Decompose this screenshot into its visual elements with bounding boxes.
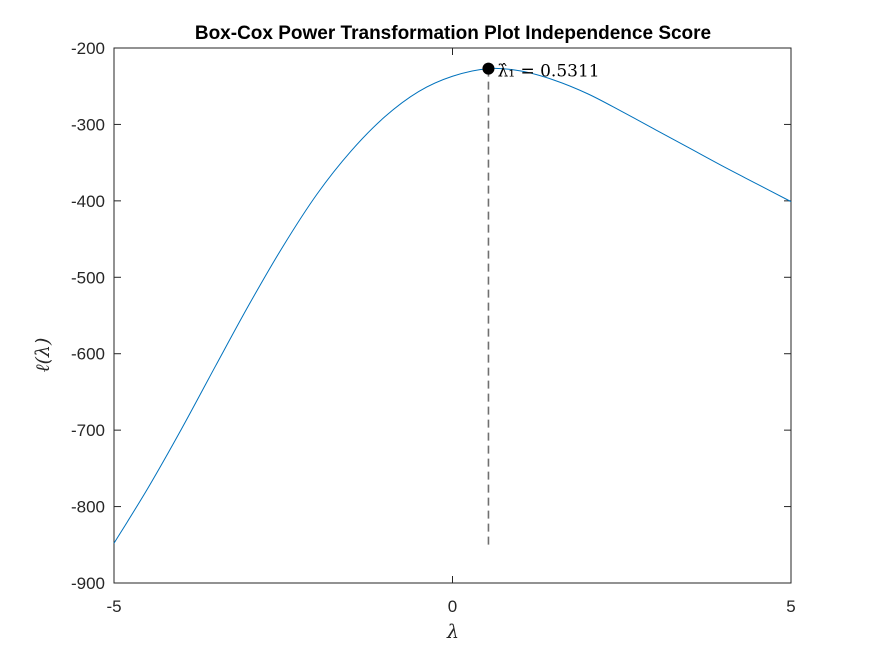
x-tick-label: 0 — [448, 597, 457, 616]
x-tick-label: -5 — [106, 597, 121, 616]
optimum-label: λ̂₁ = 0.5311 — [497, 62, 599, 82]
x-tick-label: 5 — [786, 597, 795, 616]
optimum-point — [482, 62, 495, 75]
y-tick-label: -200 — [71, 39, 105, 58]
log-likelihood-line — [113, 67, 792, 544]
plot-area — [113, 47, 792, 584]
series-marks: λ̂₁ = 0.5311 — [113, 62, 792, 545]
y-axis-label: ℓ(λ) — [32, 338, 54, 373]
y-tick-label: -500 — [71, 268, 105, 287]
x-axis-label: λ — [446, 621, 459, 643]
y-tick-label: -800 — [71, 498, 105, 517]
y-tick-label: -700 — [71, 421, 105, 440]
y-tick-label: -600 — [71, 345, 105, 364]
y-tick-label: -300 — [71, 115, 105, 134]
y-tick-label: -900 — [71, 574, 105, 593]
x-axis: -5 0 5 — [106, 48, 796, 616]
y-axis: -200 -300 -400 -500 -600 -700 -800 -900 — [71, 39, 791, 593]
axes-frame — [113, 47, 792, 584]
chart-title: Box-Cox Power Transformation Plot Indepe… — [195, 23, 711, 44]
y-tick-label: -400 — [71, 192, 105, 211]
